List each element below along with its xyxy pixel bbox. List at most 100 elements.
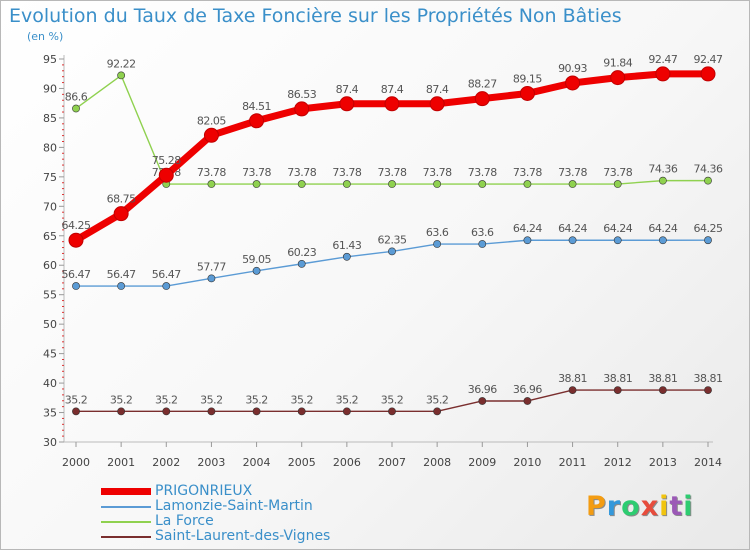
y-tick-label: 80 xyxy=(43,141,57,154)
y-tick-label: 95 xyxy=(43,53,57,66)
data-point xyxy=(68,232,84,248)
data-point xyxy=(339,96,355,112)
data-label: 82.05 xyxy=(197,114,226,127)
data-point xyxy=(613,180,622,188)
data-point xyxy=(523,236,532,245)
data-label: 87.4 xyxy=(336,83,359,96)
data-label: 73.78 xyxy=(468,166,497,179)
data-point xyxy=(519,85,535,101)
data-label: 63.6 xyxy=(426,226,449,239)
y-axis-unit: (en %) xyxy=(27,30,64,43)
data-label: 64.24 xyxy=(648,222,677,235)
data-point xyxy=(523,397,532,405)
y-tick-label: 75 xyxy=(43,171,57,184)
legend-label: La Force xyxy=(155,513,214,529)
data-point xyxy=(207,274,216,283)
data-label: 35.2 xyxy=(426,393,449,406)
data-point xyxy=(433,180,442,188)
data-point xyxy=(113,206,129,222)
data-point xyxy=(388,180,396,188)
data-point xyxy=(523,180,532,188)
data-label: 64.24 xyxy=(603,222,632,235)
data-point xyxy=(203,127,219,143)
data-label: 87.4 xyxy=(381,83,404,96)
data-label: 86.6 xyxy=(65,90,88,103)
data-label: 36.96 xyxy=(513,383,542,396)
x-tick-label: 2014 xyxy=(694,456,722,469)
data-label: 73.78 xyxy=(242,166,271,179)
data-point xyxy=(388,407,396,416)
data-label: 74.36 xyxy=(694,163,723,176)
y-tick-label: 90 xyxy=(43,82,57,95)
data-point xyxy=(384,96,400,112)
data-label: 64.25 xyxy=(694,222,723,235)
legend-item: Lamonzie-Saint-Martin xyxy=(101,499,330,514)
x-tick-label: 2008 xyxy=(423,456,451,469)
chart-title: Evolution du Taux de Taxe Foncière sur l… xyxy=(9,5,622,27)
data-label: 84.51 xyxy=(242,100,271,113)
data-point xyxy=(388,247,396,256)
data-point xyxy=(658,176,667,185)
x-tick-label: 2012 xyxy=(604,456,632,469)
y-tick-label: 40 xyxy=(43,377,57,390)
data-label: 75.28 xyxy=(152,154,181,167)
data-point xyxy=(117,282,126,290)
legend-item: PRIGONRIEUX xyxy=(101,484,330,499)
data-label: 56.47 xyxy=(107,268,136,281)
y-tick-label: 35 xyxy=(43,407,57,420)
data-label: 88.27 xyxy=(468,78,497,91)
data-point xyxy=(474,91,490,107)
data-point xyxy=(158,167,174,183)
data-point xyxy=(207,180,216,188)
x-tick-label: 2009 xyxy=(468,456,496,469)
x-tick-label: 2007 xyxy=(378,456,406,469)
data-point xyxy=(613,386,622,394)
data-label: 38.81 xyxy=(558,372,587,385)
data-point xyxy=(704,176,712,185)
data-label: 74.36 xyxy=(648,163,677,176)
data-point xyxy=(704,236,712,245)
data-label: 57.77 xyxy=(197,260,226,273)
data-point xyxy=(117,407,126,416)
legend-label: Saint-Laurent-des-Vignes xyxy=(155,528,331,544)
data-point xyxy=(613,236,622,245)
data-point xyxy=(294,101,310,117)
data-point xyxy=(72,104,80,113)
data-point xyxy=(658,236,667,245)
data-label: 86.53 xyxy=(287,88,316,101)
data-label: 73.78 xyxy=(287,166,316,179)
data-point xyxy=(297,180,306,188)
data-label: 62.35 xyxy=(378,233,407,246)
data-label: 56.47 xyxy=(62,268,91,281)
logo-letter: o xyxy=(621,491,641,522)
data-point xyxy=(568,180,577,188)
data-label: 64.25 xyxy=(62,219,91,232)
legend-swatch xyxy=(101,520,151,523)
data-label: 59.05 xyxy=(242,253,271,266)
data-point xyxy=(117,71,126,80)
data-label: 73.78 xyxy=(378,166,407,179)
data-label: 64.24 xyxy=(558,222,587,235)
data-label: 73.78 xyxy=(603,166,632,179)
data-point xyxy=(162,282,171,290)
data-point xyxy=(342,252,351,261)
x-tick-label: 2003 xyxy=(197,456,225,469)
data-label: 35.2 xyxy=(336,393,359,406)
data-point xyxy=(252,407,261,416)
y-tick-label: 85 xyxy=(43,112,57,125)
data-point xyxy=(478,240,487,248)
data-point xyxy=(252,266,261,275)
data-label: 73.78 xyxy=(423,166,452,179)
x-tick-label: 2006 xyxy=(333,456,361,469)
data-label: 73.78 xyxy=(332,166,361,179)
data-point xyxy=(433,407,442,416)
data-point xyxy=(72,282,80,290)
data-point xyxy=(429,96,445,112)
data-label: 91.84 xyxy=(603,57,632,70)
x-tick-label: 2004 xyxy=(243,456,271,469)
data-point xyxy=(565,75,581,91)
data-label: 38.81 xyxy=(694,372,723,385)
logo-letter: t xyxy=(669,491,684,522)
data-point xyxy=(342,180,351,188)
